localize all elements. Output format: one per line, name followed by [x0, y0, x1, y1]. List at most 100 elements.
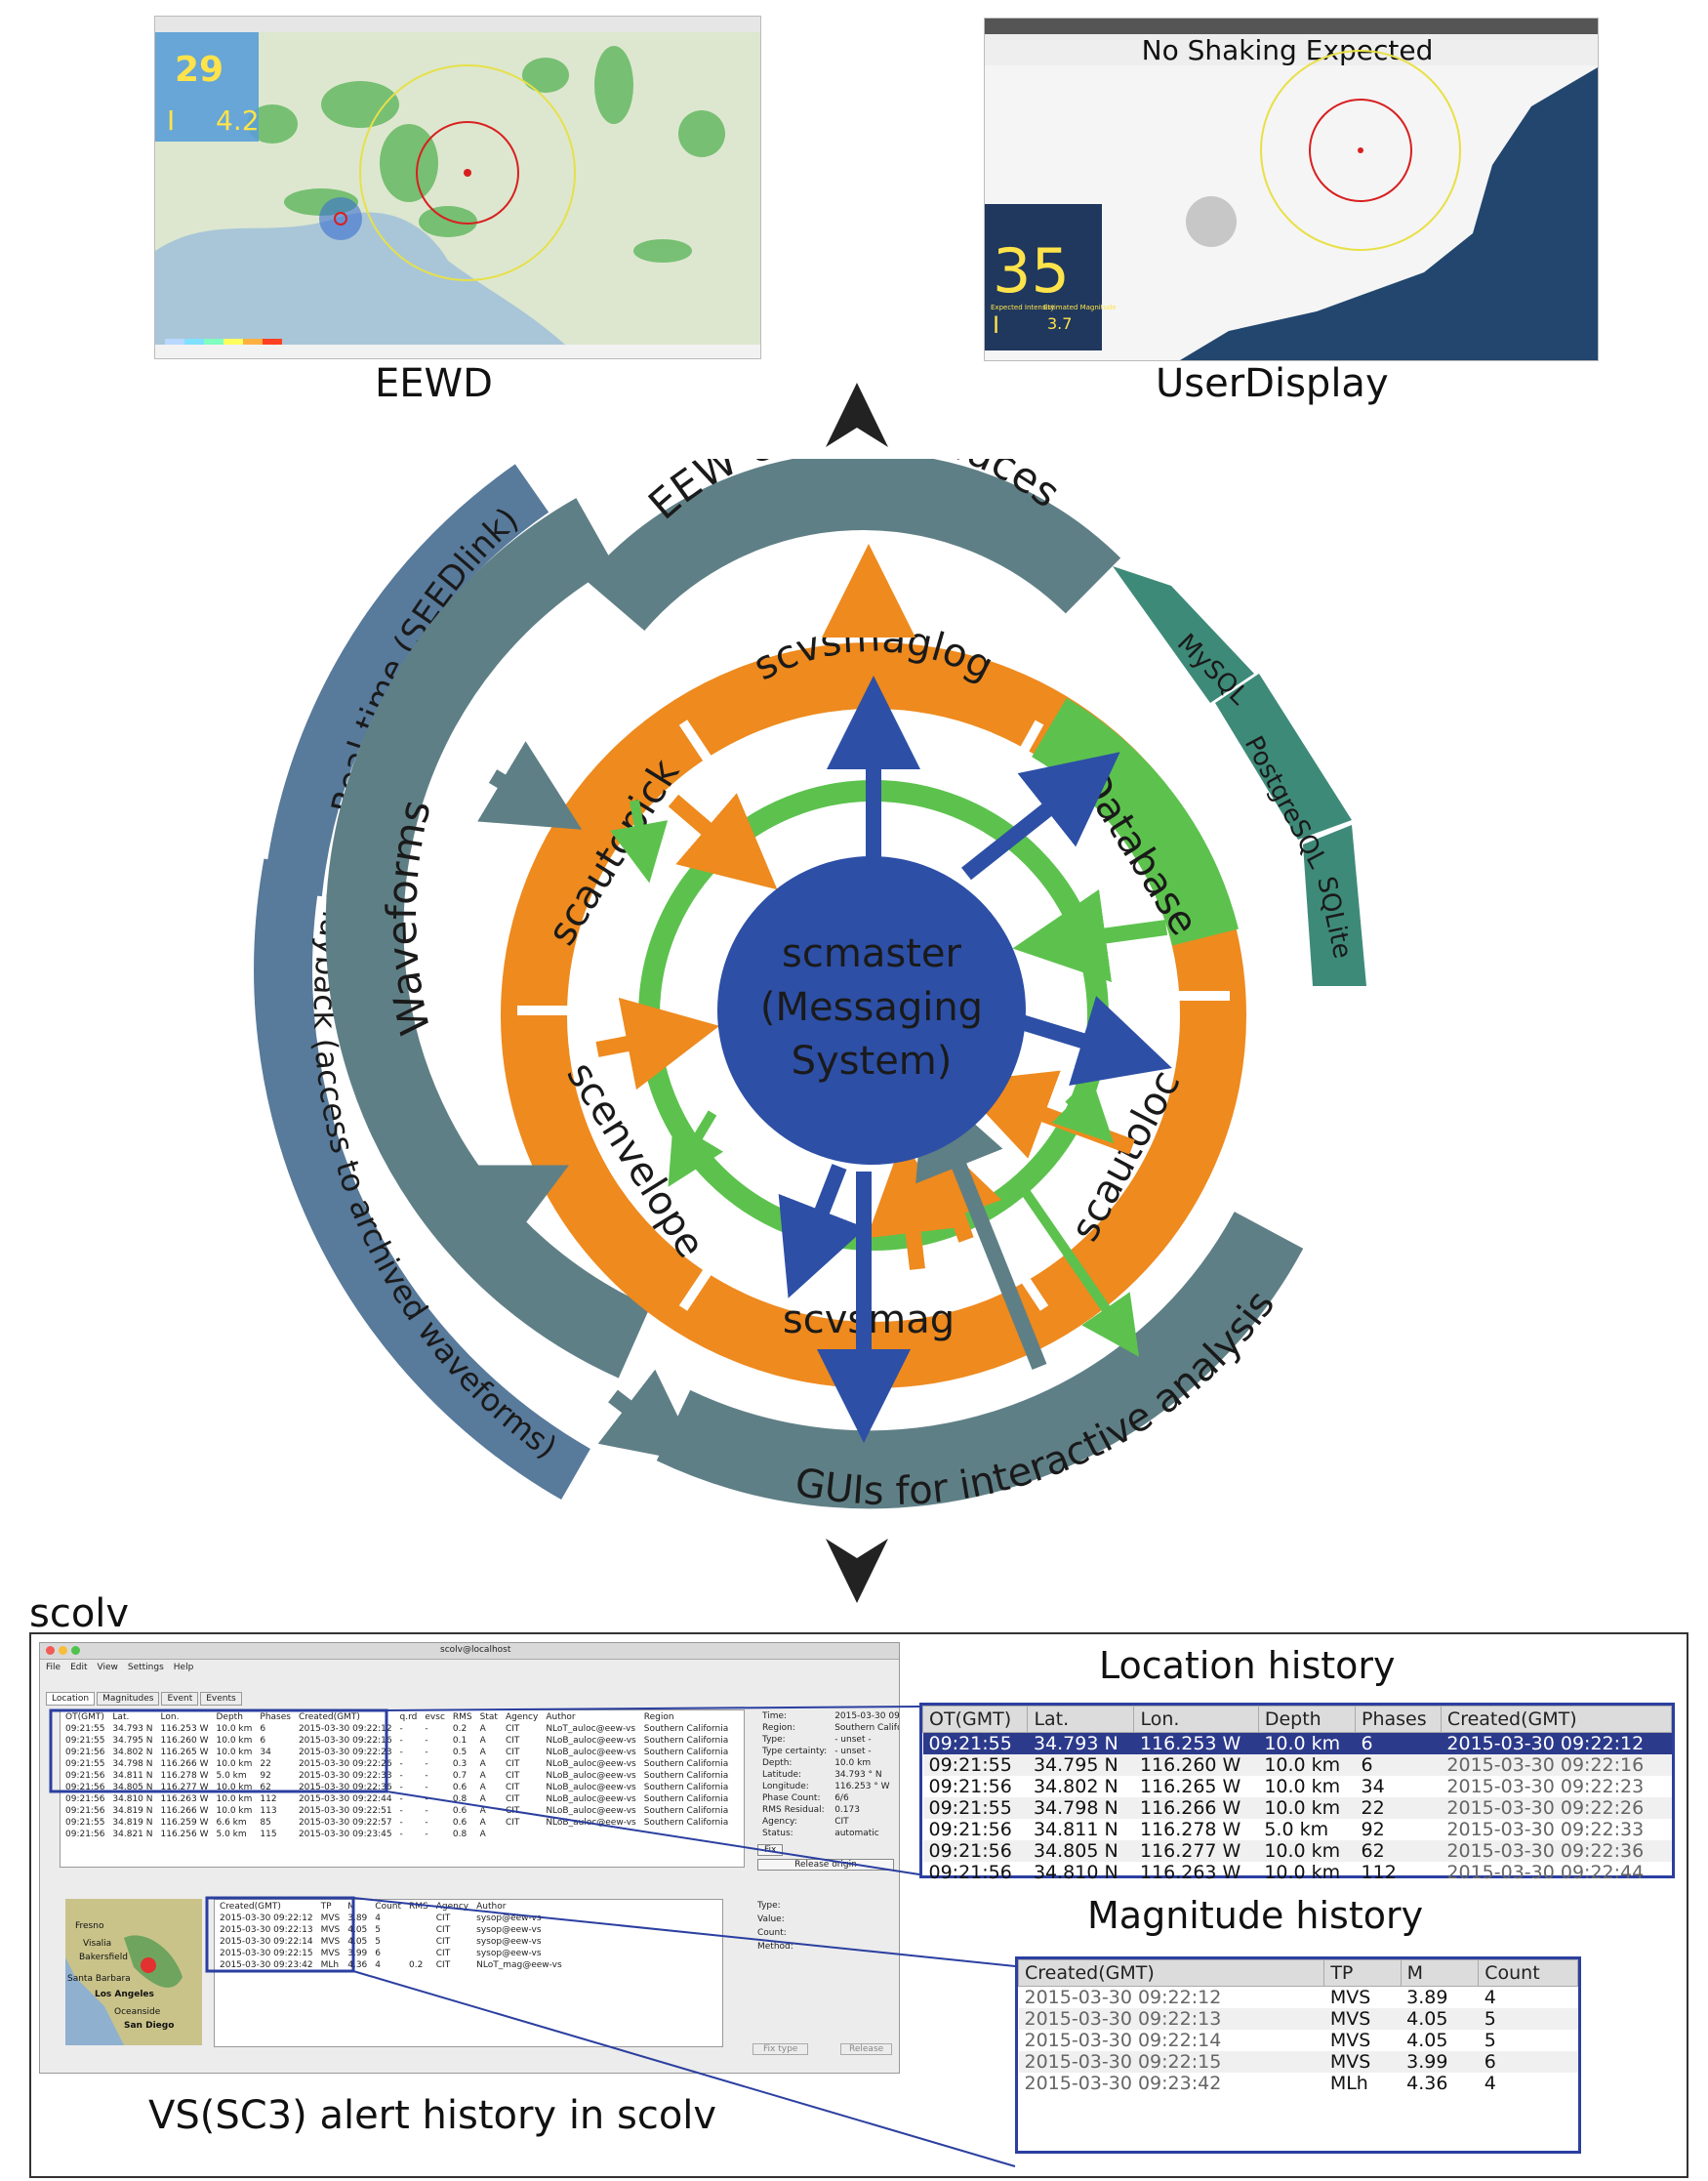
table-row[interactable]: 09:21:55 34.795 N 116.260 W 10.0 km 6 2015-03… [922, 1754, 1672, 1776]
table-row[interactable]: 09:21:56 34.811 N 116.278 W 5.0 km 92 2015-03… [923, 1819, 1672, 1840]
column-header[interactable]: Created(GMT) [1440, 1706, 1673, 1733]
table-row[interactable]: 2015-03-30 09:22:14 MVS 4.05 5 CIT sysop@eew-… [217, 1937, 565, 1947]
menu-help[interactable]: Help [173, 1663, 194, 1672]
table-cell: 2015-03-30 09:22:13 [220, 1925, 313, 1935]
table-cell: NLoB_auloc@eew-vs [546, 1806, 636, 1816]
column-header[interactable]: RMS [409, 1902, 428, 1912]
column-header[interactable]: Phases [260, 1712, 291, 1722]
table-cell: - [425, 1771, 428, 1781]
release-button[interactable]: Release [840, 2043, 893, 2055]
table-row[interactable]: 2015-03-30 09:23:42 MLh 4.36 4 0.2 CIT NLoT_ma… [217, 1960, 565, 1970]
column-header[interactable]: Lat. [1027, 1706, 1135, 1733]
table-row[interactable]: 09:21:56 34.802 N 116.265 W 10.0 km 34 2015-0… [923, 1776, 1672, 1797]
column-header[interactable]: Phases [1355, 1706, 1442, 1733]
table-row[interactable]: 2015-03-30 09:22:15 MVS 3.99 6 CIT sysop@eew-… [217, 1949, 565, 1958]
column-header[interactable]: Depth [216, 1712, 243, 1722]
column-header[interactable]: M [347, 1902, 355, 1912]
table-row[interactable]: 09:21:55 34.798 N 116.266 W 10.0 km 22 2015-0… [922, 1797, 1672, 1819]
column-header[interactable]: Agency [505, 1712, 539, 1722]
detail-label: Phase Count: [762, 1793, 821, 1803]
table-cell: 92 [1361, 1819, 1385, 1840]
table-cell: NLoB_auloc@eew-vs [546, 1783, 636, 1792]
table-cell: 116.253 W [160, 1724, 209, 1734]
table-cell: 22 [260, 1759, 271, 1769]
table-cell: CIT [435, 1925, 451, 1935]
column-header[interactable]: Created(GMT) [220, 1902, 281, 1912]
table-row[interactable]: 2015-03-30 09:22:13 MVS 4.05 5 [1018, 2008, 1578, 2030]
menu-settings[interactable]: Settings [127, 1663, 164, 1672]
fix-type-button[interactable]: Fix type [752, 2043, 809, 2055]
column-header[interactable]: Author [476, 1902, 507, 1912]
table-cell: sysop@eew-vs [476, 1937, 542, 1947]
table-row[interactable]: 09:21:56 34.811 N 116.278 W 5.0 km 92 2015-03… [62, 1771, 731, 1781]
table-row[interactable]: 09:21:56 34.802 N 116.265 W 10.0 km 34 2015-0… [62, 1748, 731, 1757]
tab-location[interactable]: Location [46, 1692, 96, 1706]
table-row[interactable]: 2015-03-30 09:22:14 MVS 4.05 5 [1019, 2030, 1578, 2051]
user-interfaces-arc [585, 459, 1121, 632]
table-row[interactable]: 09:21:55 34.795 N 116.260 W 10.0 km 6 2015-03… [62, 1736, 731, 1746]
column-header[interactable]: Author [546, 1712, 576, 1722]
column-header[interactable]: Stat [479, 1712, 498, 1722]
table-row[interactable]: 2015-03-30 09:22:12 MVS 3.89 4 [1019, 1987, 1578, 2008]
detail-value: CIT [834, 1817, 849, 1827]
column-header[interactable]: Created(GMT) [1017, 1959, 1325, 1987]
table-row[interactable]: 2015-03-30 09:23:42 MLh 4.36 4 [1019, 2073, 1578, 2094]
window-titlebar: scolv@localhost [40, 1643, 899, 1660]
column-header[interactable]: M [1400, 1959, 1480, 1987]
tab-magnitudes[interactable]: Magnitudes [97, 1692, 160, 1706]
map-label-oceanside: Oceanside [114, 2007, 161, 2017]
tab-event[interactable]: Event [161, 1692, 199, 1706]
table-cell: MVS [320, 1937, 341, 1947]
table-cell: Southern California [643, 1818, 729, 1828]
release-origin-button[interactable]: Release origin [757, 1859, 894, 1871]
table-row[interactable]: 09:21:55 34.793 N 116.253 W 10.0 km 6 2015-03… [922, 1732, 1672, 1754]
column-header[interactable]: Agency [435, 1902, 469, 1912]
table-row[interactable]: 09:21:55 34.798 N 116.266 W 10.0 km 22 2015-0… [62, 1759, 731, 1769]
scolv-footer-caption: VS(SC3) alert history in scolv [148, 2093, 717, 2138]
column-header[interactable]: Created(GMT) [298, 1712, 360, 1722]
table-row[interactable]: 09:21:56 34.819 N 116.266 W 10.0 km 113 2015-… [62, 1806, 731, 1816]
map-label-los-angeles: Los Angeles [95, 1990, 154, 1999]
table-row[interactable]: 09:21:55 34.793 N 116.253 W 10.0 km 6 2015-03… [62, 1724, 731, 1734]
minimize-window-icon[interactable] [59, 1646, 67, 1655]
table-row[interactable]: 2015-03-30 09:22:15 MVS 3.99 6 [1018, 2051, 1578, 2073]
table-cell: 34.795 N [1027, 1754, 1134, 1776]
userdisplay-remaining-time: 35 [993, 235, 1070, 307]
column-header[interactable]: OT(GMT) [921, 1706, 1029, 1733]
column-header[interactable]: Count [1478, 1959, 1578, 1987]
column-header[interactable]: TP [1323, 1959, 1402, 1987]
menu-edit[interactable]: Edit [70, 1663, 88, 1672]
table-cell: - [425, 1794, 428, 1804]
tab-events[interactable]: Events [200, 1692, 242, 1706]
table-cell: 34.811 N [112, 1771, 153, 1781]
table-row[interactable]: 2015-03-30 09:22:13 MVS 4.05 5 CIT sysop@eew-… [217, 1925, 565, 1935]
column-header[interactable]: Lon. [160, 1712, 180, 1722]
table-row[interactable]: 09:21:55 34.819 N 116.259 W 6.6 km 85 2015-03… [62, 1818, 731, 1828]
maximize-window-icon[interactable] [71, 1646, 80, 1655]
table-cell [406, 1937, 431, 1947]
table-cell: 34.821 N [112, 1830, 153, 1839]
column-header[interactable]: evsc [425, 1712, 445, 1722]
menu-view[interactable]: View [97, 1663, 118, 1672]
column-header[interactable]: Lat. [112, 1712, 130, 1722]
table-row[interactable]: 09:21:56 34.810 N 116.263 W 10.0 km 112 2015-… [923, 1862, 1672, 1883]
table-row[interactable]: 2015-03-30 09:22:12 MVS 3.89 4 CIT sysop@eew-… [217, 1914, 565, 1923]
column-header[interactable]: Region [643, 1712, 674, 1722]
close-window-icon[interactable] [46, 1646, 55, 1655]
column-header[interactable]: RMS [452, 1712, 472, 1722]
column-header[interactable]: q.rd [399, 1712, 418, 1722]
table-row[interactable]: 09:21:56 34.810 N 116.263 W 10.0 km 112 2015-… [62, 1794, 731, 1804]
column-header[interactable]: Count [375, 1902, 402, 1912]
fix-button[interactable]: Fix [757, 1844, 784, 1856]
column-header[interactable]: Depth [1257, 1706, 1357, 1733]
column-header[interactable]: TP [320, 1902, 332, 1912]
table-cell: 4 [375, 1914, 382, 1923]
menu-file[interactable]: File [46, 1663, 61, 1672]
column-header[interactable]: Lon. [1133, 1706, 1259, 1733]
system-label: System) [792, 1039, 953, 1084]
table-row[interactable]: 09:21:56 34.805 N 116.277 W 10.0 km 62 2015-0… [922, 1840, 1672, 1862]
column-header[interactable]: OT(GMT) [65, 1712, 104, 1722]
table-row[interactable]: 09:21:56 34.805 N 116.277 W 10.0 km 62 2015-0… [62, 1783, 731, 1792]
table-cell: 34.805 N [1027, 1840, 1134, 1862]
table-row[interactable]: 09:21:56 34.821 N 116.256 W 5.0 km 115 2015-0… [62, 1830, 731, 1839]
